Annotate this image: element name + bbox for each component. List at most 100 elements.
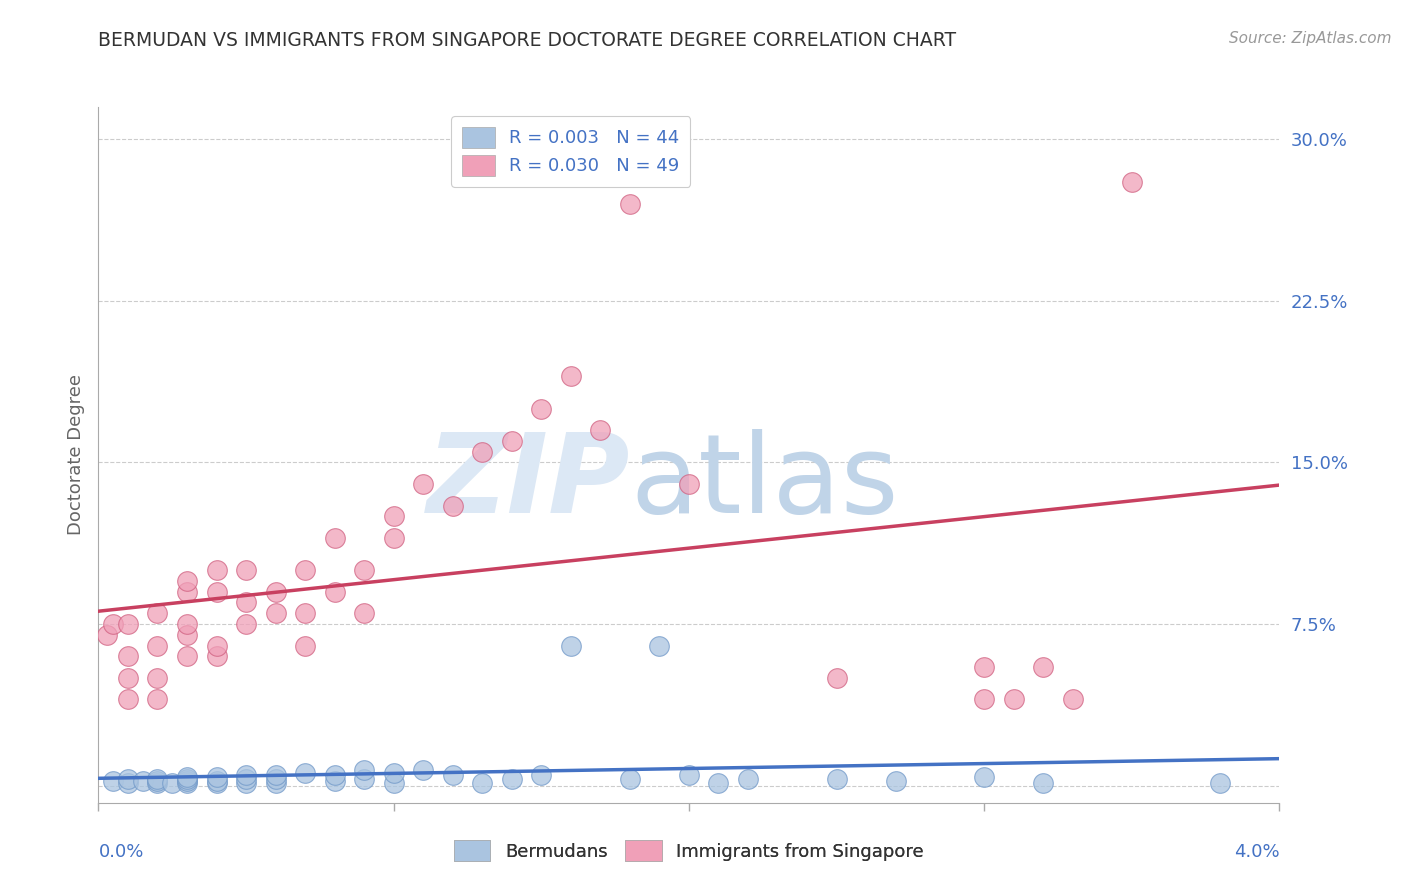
Point	[294, 765, 316, 780]
Point	[441, 499, 464, 513]
Point	[501, 434, 523, 448]
Point	[205, 584, 228, 599]
Point	[294, 606, 316, 620]
Text: BERMUDAN VS IMMIGRANTS FROM SINGAPORE DOCTORATE DEGREE CORRELATION CHART: BERMUDAN VS IMMIGRANTS FROM SINGAPORE DO…	[98, 31, 956, 50]
Text: atlas: atlas	[630, 429, 898, 536]
Point	[176, 574, 198, 588]
Point	[353, 772, 375, 786]
Point	[235, 595, 257, 609]
Point	[205, 776, 228, 790]
Point	[146, 776, 169, 790]
Point	[146, 671, 169, 685]
Point	[205, 774, 228, 789]
Point	[176, 772, 198, 786]
Point	[678, 477, 700, 491]
Point	[323, 584, 346, 599]
Point	[382, 776, 405, 790]
Point	[235, 768, 257, 782]
Y-axis label: Doctorate Degree: Doctorate Degree	[66, 375, 84, 535]
Text: ZIP: ZIP	[426, 429, 630, 536]
Point	[619, 197, 641, 211]
Point	[648, 639, 671, 653]
Point	[973, 770, 995, 784]
Point	[162, 776, 183, 790]
Point	[323, 531, 346, 545]
Point	[176, 774, 198, 789]
Point	[117, 649, 139, 664]
Point	[176, 776, 198, 790]
Text: 0.0%: 0.0%	[98, 843, 143, 861]
Point	[117, 772, 139, 786]
Point	[103, 774, 124, 789]
Point	[530, 401, 553, 416]
Legend: Bermudans, Immigrants from Singapore: Bermudans, Immigrants from Singapore	[446, 831, 932, 871]
Point	[737, 772, 759, 786]
Point	[382, 531, 405, 545]
Point	[264, 772, 287, 786]
Point	[294, 563, 316, 577]
Point	[146, 606, 169, 620]
Point	[176, 628, 198, 642]
Point	[323, 774, 346, 789]
Point	[117, 617, 139, 632]
Text: Source: ZipAtlas.com: Source: ZipAtlas.com	[1229, 31, 1392, 46]
Point	[264, 768, 287, 782]
Point	[96, 628, 118, 642]
Point	[884, 774, 907, 789]
Point	[1032, 660, 1054, 674]
Point	[235, 772, 257, 786]
Point	[412, 477, 434, 491]
Point	[235, 617, 257, 632]
Point	[146, 772, 169, 786]
Point	[146, 639, 169, 653]
Point	[176, 617, 198, 632]
Point	[132, 774, 155, 789]
Point	[501, 772, 523, 786]
Point	[382, 765, 405, 780]
Point	[176, 584, 198, 599]
Point	[382, 509, 405, 524]
Point	[1209, 776, 1232, 790]
Point	[973, 660, 995, 674]
Point	[471, 444, 494, 458]
Point	[294, 639, 316, 653]
Point	[117, 692, 139, 706]
Point	[205, 649, 228, 664]
Point	[825, 772, 848, 786]
Point	[323, 768, 346, 782]
Point	[205, 639, 228, 653]
Point	[707, 776, 730, 790]
Point	[1032, 776, 1054, 790]
Point	[1121, 176, 1143, 190]
Point	[176, 649, 198, 664]
Point	[146, 774, 169, 789]
Point	[146, 692, 169, 706]
Point	[264, 606, 287, 620]
Point	[235, 776, 257, 790]
Point	[117, 671, 139, 685]
Point	[471, 776, 494, 790]
Point	[1002, 692, 1025, 706]
Point	[530, 768, 553, 782]
Point	[825, 671, 848, 685]
Point	[205, 770, 228, 784]
Point	[264, 776, 287, 790]
Point	[589, 423, 612, 437]
Point	[1062, 692, 1084, 706]
Point	[412, 764, 434, 778]
Point	[353, 764, 375, 778]
Point	[678, 768, 700, 782]
Point	[235, 563, 257, 577]
Point	[264, 584, 287, 599]
Point	[176, 770, 198, 784]
Point	[353, 563, 375, 577]
Point	[117, 776, 139, 790]
Point	[973, 692, 995, 706]
Point	[353, 606, 375, 620]
Point	[619, 772, 641, 786]
Point	[441, 768, 464, 782]
Text: 4.0%: 4.0%	[1234, 843, 1279, 861]
Point	[205, 563, 228, 577]
Point	[103, 617, 124, 632]
Point	[560, 369, 582, 384]
